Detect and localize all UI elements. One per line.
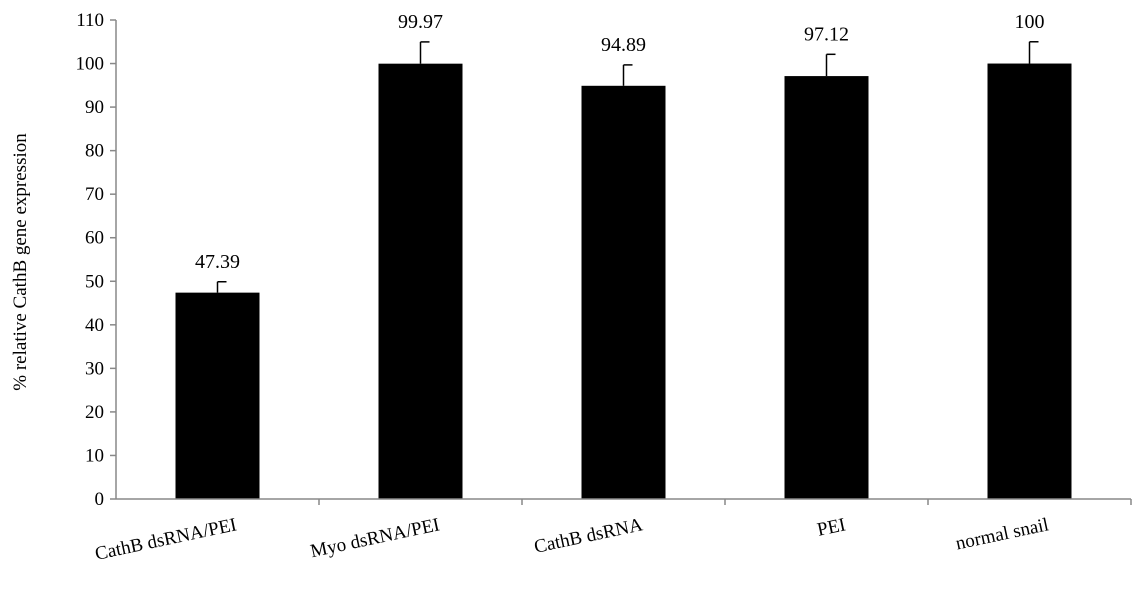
bar bbox=[581, 85, 666, 499]
data-label: 99.97 bbox=[398, 11, 443, 33]
y-tick-label: 80 bbox=[85, 141, 104, 162]
bar bbox=[378, 63, 463, 500]
y-tick-label: 30 bbox=[85, 358, 104, 379]
data-label: 97.12 bbox=[804, 23, 849, 45]
y-tick-label: 90 bbox=[85, 97, 104, 118]
x-category-label: PEI bbox=[815, 514, 847, 540]
x-category-label: CathB dsRNA bbox=[532, 514, 645, 558]
y-axis-title: % relative CathB gene expression bbox=[10, 133, 31, 391]
y-tick-label: 110 bbox=[76, 10, 104, 31]
data-label: 94.89 bbox=[601, 34, 646, 56]
x-axis: CathB dsRNA/PEI Myo dsRNA/PEI CathB dsRNA P… bbox=[93, 498, 1132, 565]
y-tick-label: 70 bbox=[85, 184, 104, 205]
y-axis: 0 10 20 30 40 50 60 70 80 90 100 110 bbox=[76, 10, 117, 510]
bars-group: 47.39 99.97 94.89 97.12 100 bbox=[175, 11, 1072, 500]
y-tick-label: 60 bbox=[85, 228, 104, 249]
data-label: 100 bbox=[1015, 11, 1045, 33]
y-tick-label: 10 bbox=[85, 445, 104, 466]
y-tick-label: 40 bbox=[85, 315, 104, 336]
y-tick-label: 20 bbox=[85, 402, 104, 423]
y-tick-label: 100 bbox=[76, 54, 105, 75]
x-category-label: Myo dsRNA/PEI bbox=[309, 514, 442, 562]
data-label: 47.39 bbox=[195, 251, 240, 273]
x-category-label: CathB dsRNA/PEI bbox=[93, 514, 238, 565]
y-tick-label: 0 bbox=[95, 489, 105, 510]
bar bbox=[175, 292, 260, 499]
x-category-label: normal snail bbox=[954, 514, 1051, 554]
bar bbox=[784, 76, 869, 499]
bar bbox=[987, 63, 1072, 499]
y-tick-label: 50 bbox=[85, 271, 104, 292]
